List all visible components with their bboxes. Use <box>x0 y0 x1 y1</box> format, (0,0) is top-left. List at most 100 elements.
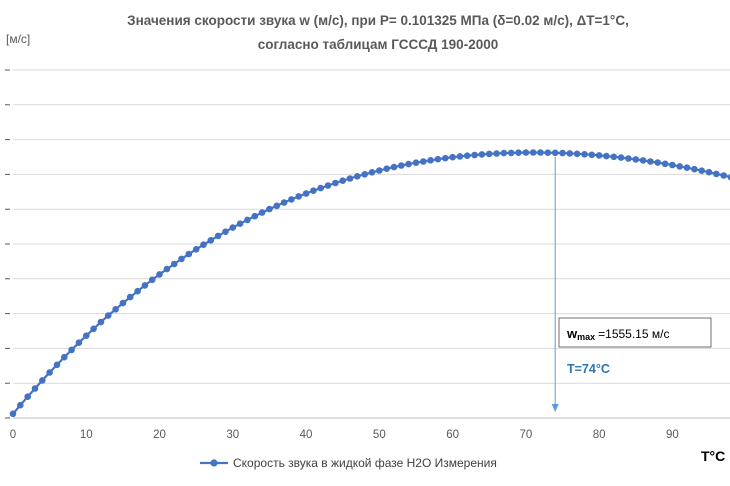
data-point <box>566 150 574 157</box>
data-point <box>398 162 405 169</box>
data-point <box>9 410 17 418</box>
data-point <box>705 168 713 176</box>
data-point <box>603 152 610 160</box>
data-point <box>698 167 705 174</box>
data-point <box>126 293 134 301</box>
data-point <box>251 212 259 220</box>
data-point <box>669 161 676 169</box>
tmax-marker-arrowhead <box>551 404 559 412</box>
data-point <box>24 393 32 401</box>
data-point <box>493 150 500 157</box>
data-point <box>354 173 361 180</box>
data-point <box>551 149 559 157</box>
data-point <box>434 155 442 163</box>
data-point <box>632 156 640 163</box>
wmax-annotation: wmax =1555.15 м/с <box>558 317 712 348</box>
data-point <box>507 149 515 157</box>
data-point <box>119 299 127 307</box>
series-path <box>12 151 730 415</box>
data-point <box>390 163 398 171</box>
data-point <box>639 157 647 164</box>
data-point <box>178 255 185 263</box>
data-point <box>376 167 383 174</box>
data-point <box>581 151 588 158</box>
data-point <box>61 353 68 361</box>
data-point <box>537 149 544 156</box>
data-point <box>31 385 39 392</box>
wmax-annotation-text: wmax =1555.15 м/с <box>566 326 669 342</box>
data-point <box>75 339 83 347</box>
data-point <box>478 151 486 158</box>
x-tick-label: 60 <box>446 429 459 441</box>
data-point <box>46 369 53 376</box>
data-point <box>141 282 149 289</box>
data-point <box>258 209 266 216</box>
chart-title: Значения скорости звука w (м/с), при P= … <box>127 13 629 52</box>
data-point <box>515 149 522 156</box>
data-point <box>266 205 273 213</box>
data-point <box>134 287 141 295</box>
legend-marker <box>210 459 218 467</box>
data-point <box>485 150 493 158</box>
data-point <box>683 164 691 171</box>
chart-title-line-1: Значения скорости звука w (м/с), при P= … <box>127 13 629 28</box>
data-point <box>676 163 683 170</box>
x-tick-label: 10 <box>80 429 93 441</box>
tmax-label: T=74°C <box>567 362 610 376</box>
data-point <box>324 182 332 189</box>
data-point <box>691 165 698 173</box>
data-point <box>214 232 222 240</box>
x-tick-label: 30 <box>226 429 239 441</box>
data-point <box>449 153 456 161</box>
x-tick-label: 50 <box>373 429 386 441</box>
data-point <box>185 250 193 258</box>
data-point <box>192 246 200 253</box>
x-tick-label: 70 <box>519 429 532 441</box>
data-point <box>295 193 303 200</box>
data-point <box>148 276 156 284</box>
data-point <box>156 271 163 278</box>
data-point <box>595 152 603 159</box>
data-point <box>244 216 251 224</box>
chart-title-line-2: согласно таблицам ГСССД 190-2000 <box>258 37 498 52</box>
data-point <box>647 158 654 165</box>
series-points <box>9 149 730 418</box>
data-point <box>368 169 376 176</box>
data-point <box>207 237 215 244</box>
data-point <box>339 177 347 184</box>
data-point <box>97 318 105 326</box>
x-tick-label: 90 <box>666 429 679 441</box>
data-point <box>68 346 75 354</box>
data-point <box>529 149 537 156</box>
data-point <box>361 171 369 178</box>
data-point <box>39 377 46 384</box>
data-point <box>588 151 596 159</box>
data-point <box>17 401 24 409</box>
data-point <box>104 312 112 319</box>
data-point <box>463 152 471 159</box>
x-tick-label: 40 <box>300 429 313 441</box>
data-point <box>90 325 97 333</box>
data-point <box>559 149 566 157</box>
x-axis-label: T°C <box>701 448 725 464</box>
y-axis-label: [м/с] <box>6 32 30 46</box>
data-point <box>713 170 720 178</box>
data-point <box>170 260 178 268</box>
data-point <box>236 220 244 227</box>
x-tick-label: 20 <box>153 429 166 441</box>
x-tick-label: 80 <box>593 429 606 441</box>
data-point <box>661 160 669 168</box>
data-point <box>346 175 354 182</box>
data-point <box>617 154 625 161</box>
data-point <box>412 159 420 166</box>
data-point <box>332 179 339 187</box>
data-point <box>200 241 207 248</box>
data-point <box>427 157 434 164</box>
data-point <box>625 155 632 162</box>
series-line <box>9 149 730 418</box>
data-point <box>310 187 317 194</box>
data-point <box>654 159 661 166</box>
data-point <box>456 153 464 160</box>
data-point <box>222 228 229 235</box>
